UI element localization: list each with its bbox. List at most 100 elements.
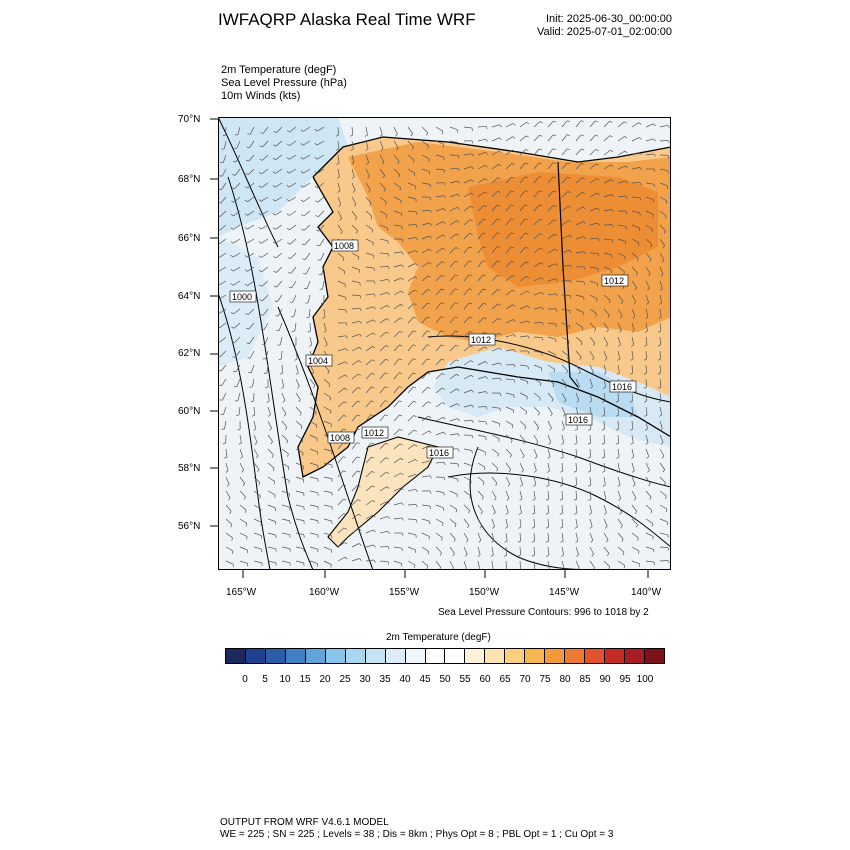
isobar-label-5: 1012	[361, 426, 389, 439]
field-pressure: Sea Level Pressure (hPa)	[221, 77, 347, 89]
colorbar-cell	[385, 649, 406, 663]
isobar-label-10: 1016	[565, 413, 593, 426]
lon-label-155w: 155°W	[389, 587, 420, 598]
colorbar-tick-label: 10	[279, 674, 291, 685]
colorbar-cell	[585, 649, 606, 663]
colorbar-tick-label: 40	[399, 674, 411, 685]
colorbar-tick-label: 65	[499, 674, 511, 685]
lon-label-140w: 140°W	[631, 587, 662, 598]
colorbar-tick-label: 95	[619, 674, 631, 685]
isobar-label-4: 1008	[327, 431, 355, 444]
lat-label-70: 70°N	[178, 114, 201, 125]
peninsula-coast	[327, 436, 439, 548]
colorbar-cell	[565, 649, 586, 663]
colorbar-tick-label: 45	[419, 674, 431, 685]
svg-text:1008: 1008	[330, 433, 350, 443]
lat-label-64: 64°N	[178, 291, 201, 302]
footer-params: WE = 225 ; SN = 225 ; Levels = 38 ; Dis …	[220, 829, 614, 840]
init-valid-times: Init: 2025-06-30_00:00:00 Valid: 2025-07…	[537, 13, 672, 39]
lon-ticks	[242, 570, 649, 578]
lon-label-150w: 150°W	[469, 587, 500, 598]
lon-label-165w: 165°W	[226, 587, 257, 598]
colorbar-cell	[605, 649, 626, 663]
svg-text:1016: 1016	[429, 448, 449, 458]
colorbar-cell	[285, 649, 306, 663]
colorbar-tick-label: 0	[242, 674, 248, 685]
lat-ticks	[210, 118, 218, 527]
colorbar-cell	[445, 649, 466, 663]
svg-text:1016: 1016	[568, 415, 588, 425]
lat-label-56: 56°N	[178, 521, 201, 532]
svg-text:1012: 1012	[364, 428, 384, 438]
svg-text:1012: 1012	[471, 335, 491, 345]
colorbar-tick-label: 100	[636, 674, 654, 685]
colorbar-cell	[485, 649, 506, 663]
cold-sea-northwest	[218, 117, 348, 237]
svg-text:1000: 1000	[232, 292, 252, 302]
init-time: Init: 2025-06-30_00:00:00	[546, 13, 672, 25]
colorbar-cell	[625, 649, 646, 663]
colorbar-tick-label: 5	[262, 674, 268, 685]
canada-border	[557, 161, 579, 388]
isobar-label-3: 1004	[305, 354, 333, 367]
svg-text:1012: 1012	[604, 276, 624, 286]
colorbar-cell	[265, 649, 286, 663]
isobar-label-1: 1008	[331, 239, 359, 252]
isobar-label-2: 1000	[229, 290, 257, 303]
valid-time: Valid: 2025-07-01_02:00:00	[537, 26, 672, 38]
isobar-labels: 1008 1000 1004 1008 1012 1016 1012 1012 …	[229, 239, 637, 459]
colorbar-tick-label: 75	[539, 674, 551, 685]
colorbar-cell	[245, 649, 266, 663]
colorbar-cell	[345, 649, 366, 663]
lat-label-66: 66°N	[178, 233, 201, 244]
footer-model: OUTPUT FROM WRF V4.6.1 MODEL	[220, 817, 389, 828]
lat-label-68: 68°N	[178, 174, 201, 185]
colorbar-cell	[525, 649, 546, 663]
field-temperature: 2m Temperature (degF)	[221, 64, 337, 76]
colorbar-cell	[226, 649, 246, 663]
slp-contour-note: Sea Level Pressure Contours: 996 to 1018…	[438, 607, 649, 618]
lon-label-145w: 145°W	[549, 587, 580, 598]
model-footer: OUTPUT FROM WRF V4.6.1 MODEL WE = 225 ; …	[220, 817, 613, 841]
colorbar-cell	[645, 649, 664, 663]
colorbar-cell	[325, 649, 346, 663]
land-hottest	[468, 172, 658, 287]
colorbar-tick-label: 30	[359, 674, 371, 685]
colorbar-tick-label: 70	[519, 674, 531, 685]
colorbar-cell	[505, 649, 526, 663]
colorbar-tick-label: 35	[379, 674, 391, 685]
isobar-label-6: 1016	[426, 446, 454, 459]
colorbar-tick-label: 85	[579, 674, 591, 685]
colorbar-cell	[465, 649, 486, 663]
land-cool-south	[433, 347, 671, 447]
colorbar	[225, 648, 665, 664]
svg-text:1008: 1008	[334, 241, 354, 251]
colorbar-cell	[365, 649, 386, 663]
svg-text:1016: 1016	[612, 382, 632, 392]
colorbar-tick-label: 90	[599, 674, 611, 685]
coastline	[297, 136, 671, 478]
svg-text:1004: 1004	[308, 356, 328, 366]
colorbar-tick-label: 55	[459, 674, 471, 685]
colorbar-tick-label: 80	[559, 674, 571, 685]
field-winds: 10m Winds (kts)	[221, 90, 301, 102]
colorbar-tick-label: 25	[339, 674, 351, 685]
colorbar-tick-label: 50	[439, 674, 451, 685]
wind-barbs	[218, 120, 670, 570]
field-list: 2m Temperature (degF) Sea Level Pressure…	[221, 64, 347, 103]
isobar-label-7: 1012	[468, 333, 496, 346]
colorbar-cell	[305, 649, 326, 663]
colorbar-tick-label: 60	[479, 674, 491, 685]
colorbar-cell	[545, 649, 566, 663]
lon-label-160w: 160°W	[309, 587, 340, 598]
weather-map: 1008 1000 1004 1008 1012 1016 1012 1012 …	[218, 117, 671, 570]
colorbar-title: 2m Temperature (degF)	[386, 632, 491, 643]
colorbar-tick-label: 15	[299, 674, 311, 685]
colorbar-tick-label: 20	[319, 674, 331, 685]
lat-label-62: 62°N	[178, 348, 201, 359]
lat-label-60: 60°N	[178, 406, 201, 417]
isobar-label-8: 1012	[601, 274, 629, 287]
colorbar-cell	[405, 649, 426, 663]
page-title: IWFAQRP Alaska Real Time WRF	[218, 10, 476, 29]
lat-label-58: 58°N	[178, 463, 201, 474]
